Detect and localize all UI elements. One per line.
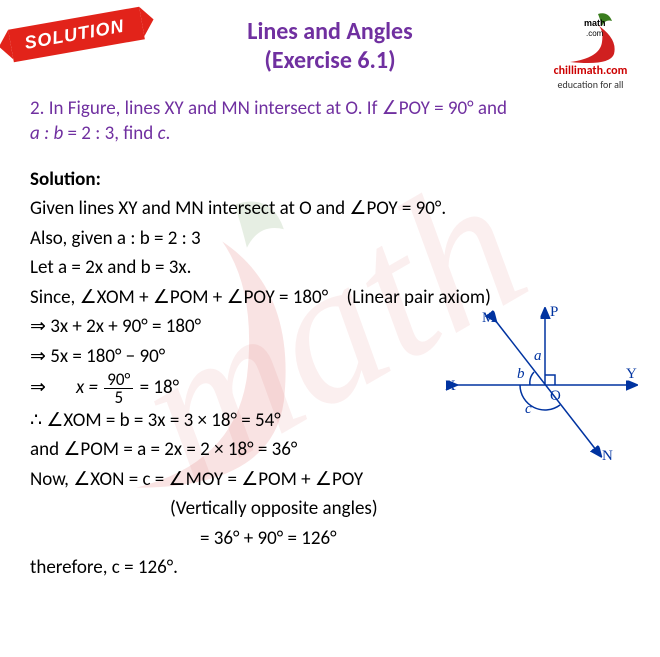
lbl-X: X xyxy=(445,378,456,394)
site-logo: math .com chillimath.com education for a… xyxy=(533,8,648,91)
svg-text:.com: .com xyxy=(586,29,604,38)
lbl-c: c xyxy=(525,401,532,417)
title-line1: Lines and Angles xyxy=(247,17,412,46)
svg-text:math: math xyxy=(584,18,606,28)
question-text-1: In Figure, lines XY and MN intersect at … xyxy=(49,97,507,120)
title-line2: (Exercise 6.1) xyxy=(264,46,395,75)
sol-l7-tail: = 18° xyxy=(140,376,179,399)
sol-line-2: Also, given a : b = 2 : 3 xyxy=(30,224,630,253)
logo-tagline: education for all xyxy=(533,78,648,91)
geometry-diagram: P M X Y N O a b c xyxy=(440,300,640,470)
lbl-N: N xyxy=(602,448,613,464)
sol-line-1: Given lines XY and MN intersect at O and… xyxy=(30,194,630,223)
sol-line-10c: = 36° + 90° = 126° xyxy=(30,524,630,553)
lbl-O: O xyxy=(550,388,561,404)
sol-l7-arrow: ⇒ xyxy=(30,376,46,399)
sol-line-4a: Since, ∠XOM + ∠POM + ∠POY = 180° xyxy=(30,286,328,309)
question-text-2: = 2 : 3, find xyxy=(63,122,157,145)
sol-l7-frac: 90° 5 xyxy=(102,371,135,406)
sol-line-10b: (Vertically opposite angles) xyxy=(30,494,630,523)
question-end: . xyxy=(165,122,170,145)
lbl-b: b xyxy=(517,366,525,382)
sol-line-3: Let a = 2x and b = 3x. xyxy=(30,253,630,282)
logo-site-text: chillimath.com xyxy=(533,64,648,78)
lbl-P: P xyxy=(550,304,558,320)
lbl-M: M xyxy=(482,310,495,326)
question-ab: a : b xyxy=(30,122,63,145)
frac-den: 5 xyxy=(104,389,133,406)
lbl-Y: Y xyxy=(626,366,637,382)
question-number: 2. xyxy=(30,97,44,120)
lbl-a: a xyxy=(534,348,542,364)
sol-line-11: therefore, c = 126°. xyxy=(30,553,630,582)
sol-l7-x: x = xyxy=(76,376,98,399)
solution-heading: Solution: xyxy=(30,168,101,191)
